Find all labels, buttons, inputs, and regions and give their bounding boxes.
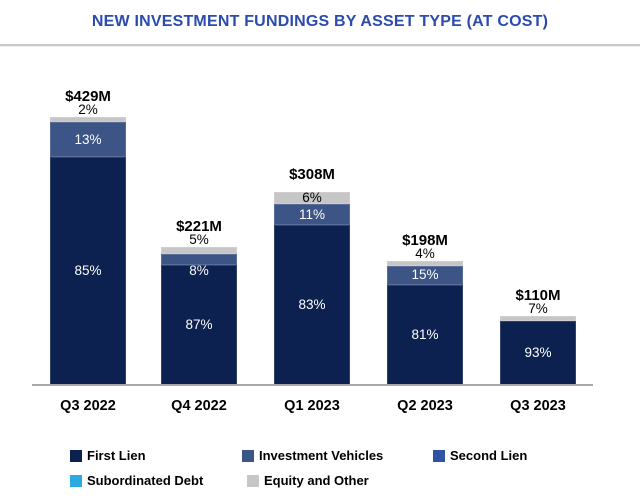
bar-percent-label: 7% — [528, 301, 548, 317]
bar-percent-label: 83% — [298, 297, 326, 313]
bar-percent-label: 6% — [302, 190, 322, 206]
bar-segment-equity-and-other — [161, 246, 237, 254]
bar-segment-first-lien — [274, 225, 350, 385]
x-axis-label: Q3 2023 — [510, 398, 566, 414]
legend-label: Equity and Other — [264, 473, 369, 488]
legend-swatch — [433, 450, 445, 462]
x-axis-label: Q2 2023 — [397, 398, 453, 414]
bar-percent-label: 93% — [524, 345, 552, 360]
legend-label: First Lien — [87, 448, 146, 463]
bar-segment-equity-and-other — [274, 192, 350, 204]
bar-percent-label: 8% — [189, 262, 209, 278]
header-divider — [0, 44, 640, 47]
legend-item-first-lien: First Lien — [70, 448, 146, 464]
legend-label: Subordinated Debt — [87, 473, 204, 488]
bar-segment-equity-and-other — [500, 316, 576, 322]
bar-percent-label: 87% — [185, 316, 213, 332]
bar-total-label: $198M — [402, 232, 448, 250]
bar-total-label: $110M — [515, 287, 561, 305]
x-axis-label: Q3 2022 — [60, 398, 116, 414]
bar-percent-label: 81% — [411, 326, 439, 342]
bar-total-label: $429M — [65, 87, 111, 105]
bar-percent-label: 11% — [298, 206, 326, 222]
bar-segment-investment-vehicles — [161, 253, 237, 265]
legend-swatch — [247, 475, 259, 487]
x-axis-line — [32, 383, 593, 386]
bar-percent-label: 5% — [189, 231, 209, 247]
bar-segment-first-lien — [387, 284, 463, 385]
bar-segment-first-lien — [500, 321, 576, 385]
bar-segment-investment-vehicles — [387, 266, 463, 285]
bar-percent-label: 15% — [411, 267, 439, 283]
bar-total-label: $221M — [176, 217, 222, 235]
x-axis-label: Q1 2023 — [284, 398, 340, 414]
legend-item-second-lien: Second Lien — [433, 448, 527, 464]
bar-segment-first-lien — [50, 156, 126, 385]
bar-segment-equity-and-other — [387, 261, 463, 267]
bar-segment-first-lien — [161, 264, 237, 385]
legend-label: Investment Vehicles — [259, 448, 384, 463]
bar-percent-label: 85% — [74, 262, 102, 278]
legend-item-equity-and-other: Equity and Other — [247, 473, 369, 489]
chart-title: NEW INVESTMENT FUNDINGS BY ASSET TYPE (A… — [91, 13, 549, 30]
bar-segment-investment-vehicles — [50, 122, 126, 157]
legend-item-subordinated-debt: Subordinated Debt — [70, 473, 203, 489]
bar-total-label: $308M — [289, 166, 335, 184]
bar-segment-investment-vehicles — [274, 203, 350, 226]
bar-percent-label: 13% — [74, 131, 102, 147]
legend-item-investment-vehicles: Investment Vehicles — [242, 448, 383, 464]
bar-segment-equity-and-other — [50, 116, 126, 123]
bar-percent-label: 2% — [78, 101, 98, 117]
legend-label: Second Lien — [450, 448, 528, 463]
legend-swatch — [242, 450, 254, 462]
x-axis-label: Q4 2022 — [171, 398, 227, 414]
bar-percent-label: 4% — [415, 246, 435, 262]
legend-swatch — [70, 450, 82, 462]
legend-swatch — [70, 475, 82, 487]
